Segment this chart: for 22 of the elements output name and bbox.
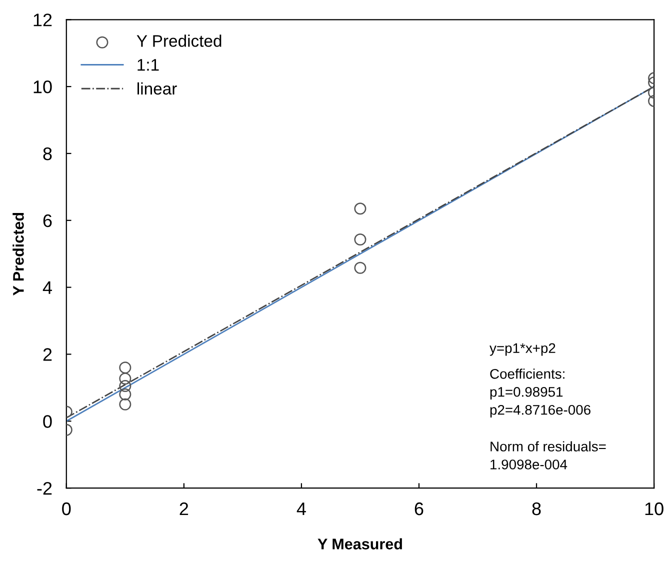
x-tick-label: 10 bbox=[645, 502, 664, 516]
y-tick-label: 2 bbox=[43, 348, 52, 361]
y-tick-label: -2 bbox=[37, 482, 52, 495]
x-tick-label: 2 bbox=[180, 502, 188, 516]
legend-label: Y Predicted bbox=[136, 34, 222, 47]
y-tick-label: 12 bbox=[34, 14, 52, 26]
annotation: y=p1*x+p2 bbox=[490, 343, 556, 356]
y-axis-title: Y Predicted bbox=[12, 212, 24, 296]
annotation: Coefficients: p1=0.98951 p2=4.8716e-006 bbox=[490, 368, 590, 418]
y-tick-label: 8 bbox=[43, 147, 52, 160]
legend-label: linear bbox=[138, 82, 177, 95]
y-tick-label: 6 bbox=[43, 214, 52, 228]
y-tick-label: 4 bbox=[42, 281, 52, 294]
x-tick-label: 6 bbox=[414, 502, 424, 516]
x-tick-label: 0 bbox=[62, 502, 71, 516]
legend-label: 1:1 bbox=[138, 59, 159, 71]
annotation: Norm of residuals= 1.9098e-004 bbox=[490, 441, 606, 470]
x-tick-label: 4 bbox=[296, 502, 306, 516]
y-tick-label: 0 bbox=[43, 415, 52, 428]
y-tick-label: 10 bbox=[34, 80, 52, 94]
x-axis-title: Y Measured bbox=[318, 538, 402, 550]
x-tick-label: 8 bbox=[532, 502, 541, 516]
